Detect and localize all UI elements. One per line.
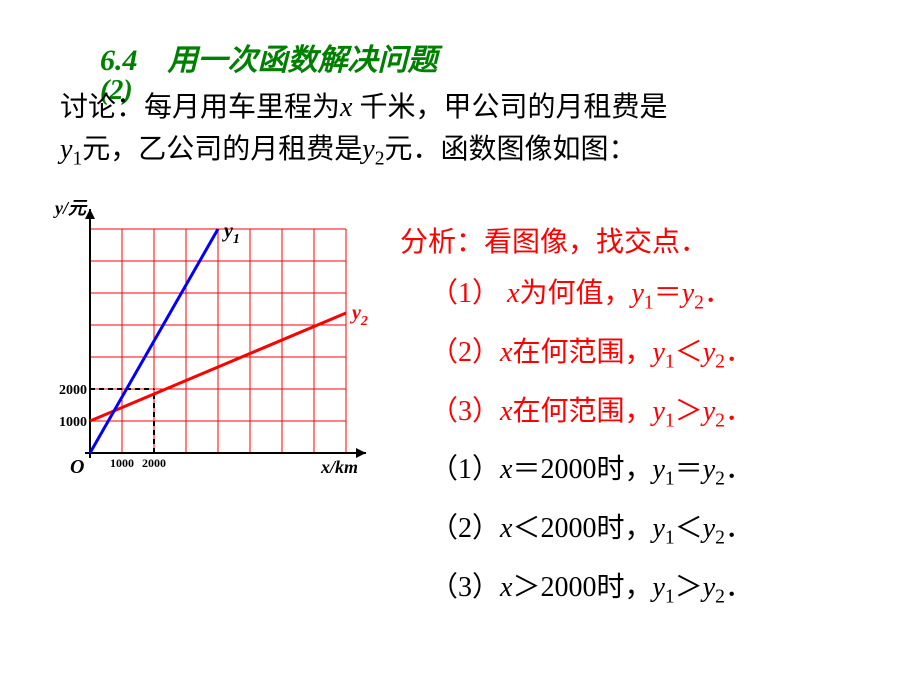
q3-mid: 在何范围， (512, 396, 652, 427)
q1-pre (500, 278, 507, 309)
a3-num: （3） (430, 572, 500, 603)
question-1: （1） x为何值，y1＝y2． (430, 265, 753, 324)
line-label-y2: y2 (350, 302, 368, 329)
a2-x: x (500, 513, 512, 544)
answer-1: （1）x＝2000时，y1＝y2． (430, 441, 753, 500)
a2-num: （2） (430, 513, 500, 544)
a2-y2: y (703, 513, 715, 544)
q1-end: ． (704, 278, 732, 309)
analysis-text: 分析：看图像，找交点． (400, 220, 708, 260)
y-tick-1000: 1000 (59, 415, 87, 430)
y-axis-label: y/元 (53, 198, 88, 218)
question-answer-list: （1） x为何值，y1＝y2． （2）x在何范围，y1＜y2． （3）x在何范围… (430, 265, 753, 618)
a1-s1: 1 (665, 469, 675, 490)
q1-s2: 2 (694, 293, 704, 314)
q3-s1: 1 (665, 410, 675, 431)
a1-op1: ＝ (512, 454, 540, 485)
a2-op2: ＜ (675, 513, 703, 544)
a3-s1: 1 (665, 587, 675, 608)
discuss-mid1: 千米，甲公司的月租费是 (352, 92, 667, 123)
a1-y1: y (652, 454, 664, 485)
var-y2: y (362, 134, 374, 165)
line-label-y1: y1 (222, 220, 240, 247)
q2-num: （2） (430, 337, 500, 368)
answer-3: （3）x＞2000时，y1＞y2． (430, 559, 753, 618)
q1-s1: 1 (644, 293, 654, 314)
a1-val: 2000 (540, 454, 596, 485)
a2-op1: ＜ (512, 513, 540, 544)
a1-end: ． (725, 454, 753, 485)
q1-y1: y (631, 278, 643, 309)
a2-s1: 1 (665, 528, 675, 549)
origin-label: O (70, 456, 84, 478)
q1-mid: 为何值， (519, 278, 631, 309)
q2-mid: 在何范围， (512, 337, 652, 368)
x-tick-2000: 2000 (142, 456, 166, 470)
q3-x: x (500, 396, 512, 427)
a3-end: ． (725, 572, 753, 603)
a1-op2: ＝ (675, 454, 703, 485)
a3-y2: y (703, 572, 715, 603)
var-x: x (340, 92, 352, 123)
a3-op2: ＞ (675, 572, 703, 603)
q3-op: ＞ (675, 396, 703, 427)
a3-op1: ＞ (512, 572, 540, 603)
q2-s2: 2 (715, 351, 725, 372)
a3-y1: y (652, 572, 664, 603)
q3-s2: 2 (715, 410, 725, 431)
q2-s1: 1 (665, 351, 675, 372)
q2-y1: y (652, 337, 664, 368)
chart-grid (90, 229, 346, 453)
discuss-prefix: 讨论：每月用车里程为 (60, 92, 340, 123)
q1-y2: y (682, 278, 694, 309)
a1-mid: 时， (596, 454, 652, 485)
a1-num: （1） (430, 454, 500, 485)
chart-svg: y/元 x/km O y1 y2 2000 1000 1000 2000 (40, 195, 380, 515)
q1-op: ＝ (654, 278, 682, 309)
discussion-text: 讨论：每月用车里程为x 千米，甲公司的月租费是 y1元，乙公司的月租费是y2元．… (60, 87, 880, 174)
discuss-mid2: 元，乙公司的月租费是 (82, 134, 362, 165)
line-chart: y/元 x/km O y1 y2 2000 1000 1000 2000 (40, 195, 380, 515)
a2-s2: 2 (715, 528, 725, 549)
x-axis-label: x/km (320, 457, 358, 477)
sub-1: 1 (72, 149, 82, 170)
q2-op: ＜ (675, 337, 703, 368)
q2-x: x (500, 337, 512, 368)
q1-num: （1） (430, 278, 500, 309)
a1-y2: y (703, 454, 715, 485)
a2-val: 2000 (540, 513, 596, 544)
x-tick-1000: 1000 (110, 456, 134, 470)
q2-end: ． (725, 337, 753, 368)
question-2: （2）x在何范围，y1＜y2． (430, 324, 753, 383)
y-axis-arrow (85, 209, 95, 219)
a3-s2: 2 (715, 587, 725, 608)
q3-y2: y (703, 396, 715, 427)
a2-mid: 时， (596, 513, 652, 544)
a3-val: 2000 (540, 572, 596, 603)
q3-end: ． (725, 396, 753, 427)
q3-num: （3） (430, 396, 500, 427)
question-3: （3）x在何范围，y1＞y2． (430, 383, 753, 442)
a3-x: x (500, 572, 512, 603)
y-tick-2000: 2000 (59, 383, 87, 398)
a2-end: ． (725, 513, 753, 544)
a3-mid: 时， (596, 572, 652, 603)
discuss-suffix: 元．函数图像如图： (384, 134, 636, 165)
a1-s2: 2 (715, 469, 725, 490)
sub-2: 2 (375, 149, 385, 170)
q1-x: x (507, 278, 519, 309)
var-y1: y (60, 134, 72, 165)
answer-2: （2）x＜2000时，y1＜y2． (430, 500, 753, 559)
a1-x: x (500, 454, 512, 485)
q2-y2: y (703, 337, 715, 368)
q3-y1: y (652, 396, 664, 427)
section-title: 6.4 用一次函数解决问题 (100, 35, 438, 79)
a2-y1: y (652, 513, 664, 544)
